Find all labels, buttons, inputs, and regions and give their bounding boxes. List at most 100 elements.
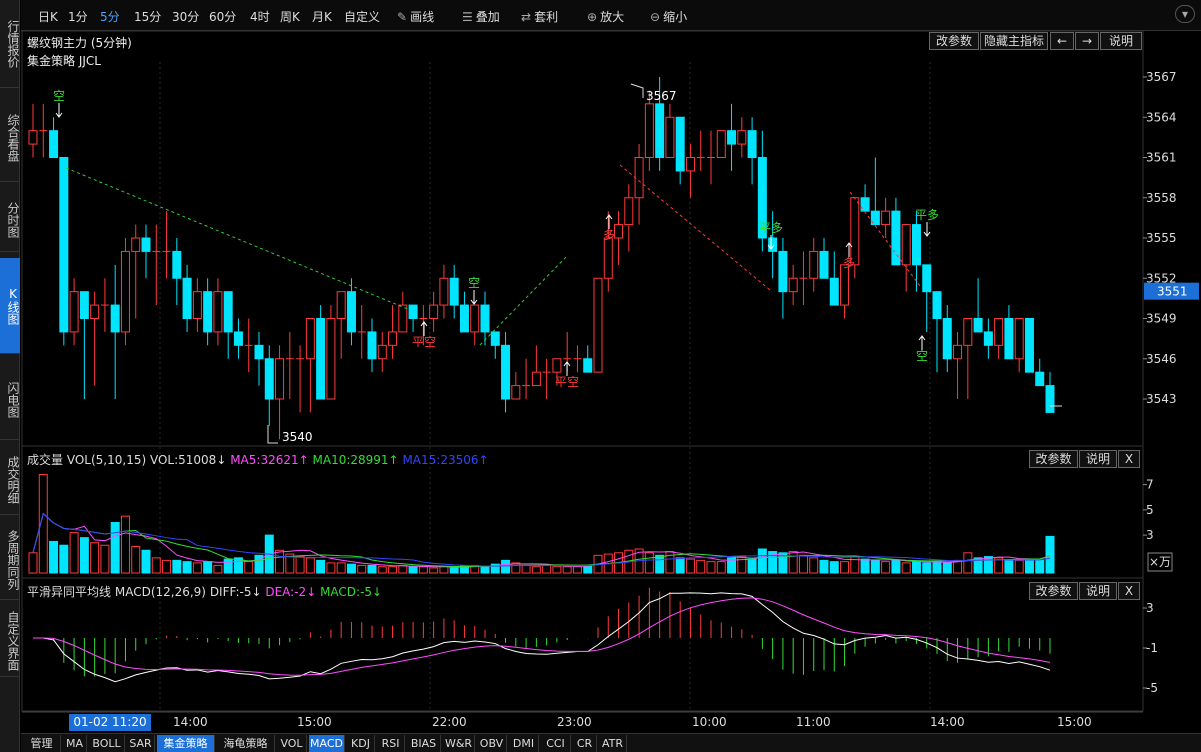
volume-bar <box>480 566 490 574</box>
unit-box <box>1147 552 1173 572</box>
vol-tick-label: 3 <box>1146 528 1154 542</box>
tab-15[interactable]: CR <box>573 735 597 752</box>
volume-bar <box>90 542 100 574</box>
macd-tick-label: -5 <box>1146 681 1158 695</box>
panel-button-3[interactable]: → <box>1075 32 1099 50</box>
tab-6[interactable]: VOL <box>277 735 307 752</box>
panel-button-1[interactable]: 隐藏主指标 <box>980 32 1048 50</box>
tab-14[interactable]: CCI <box>541 735 571 752</box>
candle-body <box>182 277 192 319</box>
y-tick-label: 3564 <box>1146 110 1177 124</box>
tab-12[interactable]: OBV <box>477 735 507 752</box>
volume-bar <box>131 545 141 574</box>
toolbar-icon-12: ⇄ <box>521 10 532 24</box>
panel-button-1[interactable]: 说明 <box>1079 450 1117 468</box>
volume-bar <box>788 551 798 574</box>
candle-body <box>388 331 398 346</box>
signal-label: 多 <box>603 228 615 242</box>
sidebar-item-1[interactable]: 综合看盘 <box>0 94 20 182</box>
toolbar-label: 放大 <box>600 10 625 24</box>
candle-body <box>511 385 521 400</box>
tab-7[interactable]: MACD <box>309 735 345 752</box>
volume-bar <box>901 562 911 574</box>
candle-body <box>891 210 901 266</box>
toolbar-item-13[interactable]: ⊕ 放大 <box>587 8 624 25</box>
toolbar-label: 叠加 <box>475 10 500 24</box>
tab-11[interactable]: W&R <box>443 735 475 752</box>
candle-body <box>223 291 233 333</box>
toolbar-item-0[interactable]: 日K <box>38 8 58 25</box>
sidebar-item-4[interactable]: 闪电图 <box>0 360 20 440</box>
toolbar-item-2[interactable]: 5分 <box>100 8 120 25</box>
tab-13[interactable]: DMI <box>509 735 539 752</box>
panel-button-4[interactable]: 说明 <box>1100 32 1142 50</box>
tab-9[interactable]: RSI <box>377 735 405 752</box>
toolbar-item-3[interactable]: 15分 <box>134 8 161 25</box>
sidebar-item-0[interactable]: 行情报价 <box>0 0 20 88</box>
candle-body <box>747 130 757 159</box>
tab-16[interactable]: ATR <box>599 735 627 752</box>
tab-0[interactable]: 管理 <box>23 735 61 752</box>
toolbar-item-7[interactable]: 周K <box>280 8 300 25</box>
cursor-date: 01-02 11:20 <box>69 714 151 731</box>
candle-body <box>942 318 952 360</box>
candle-body <box>583 358 593 373</box>
toolbar-item-6[interactable]: 4时 <box>250 8 270 25</box>
panel-button-0[interactable]: 改参数 <box>929 32 979 50</box>
sidebar-item-7[interactable]: 自定义界面 <box>0 605 20 677</box>
macd-indicator-name: 平滑异同平均线 MACD(12,26,9) DIFF:-5↓ DEA:-2↓ M… <box>27 583 382 600</box>
candle-body <box>110 304 120 333</box>
toolbar-item-12[interactable]: ⇄ 套利 <box>521 8 558 25</box>
panel-button-2[interactable]: X <box>1118 582 1140 600</box>
volume-bar <box>1004 559 1014 574</box>
candle-body <box>788 277 798 293</box>
toolbar-item-9[interactable]: 自定义 <box>344 8 380 25</box>
panel-button-1[interactable]: 说明 <box>1079 582 1117 600</box>
tab-10[interactable]: BIAS <box>407 735 441 752</box>
candle-body <box>326 318 336 400</box>
toolbar-item-11[interactable]: ☰ 叠加 <box>462 8 500 25</box>
candle-body <box>685 157 695 172</box>
volume-bar <box>490 563 500 574</box>
toolbar-item-5[interactable]: 60分 <box>209 8 236 25</box>
toolbar-item-1[interactable]: 1分 <box>68 8 88 25</box>
candle-body <box>120 250 130 333</box>
panel-button-0[interactable]: 改参数 <box>1029 582 1078 600</box>
volume-bar <box>254 554 264 574</box>
panel-button-2[interactable]: X <box>1118 450 1140 468</box>
volume-bar <box>727 557 737 574</box>
macd-dea: DEA:-2↓ <box>265 585 317 599</box>
toolbar-item-10[interactable]: ✎ 画线 <box>397 8 434 25</box>
volume-bar <box>973 557 983 574</box>
sidebar-item-6[interactable]: 多周期同列 <box>0 520 20 600</box>
toolbar-item-8[interactable]: 月K <box>312 8 332 25</box>
sidebar-item-3[interactable]: K线图 <box>0 258 20 354</box>
volume-bar <box>757 548 767 574</box>
time-label: 14:00 <box>173 715 208 729</box>
y-tick-label: 3546 <box>1146 352 1177 366</box>
tab-4[interactable]: 集金策略 <box>157 735 215 752</box>
panel-button-0[interactable]: 改参数 <box>1029 450 1078 468</box>
toolbar-label: 30分 <box>172 10 200 24</box>
panel-button-2[interactable]: ← <box>1050 32 1074 50</box>
sidebar-item-5[interactable]: 成交明细 <box>0 445 20 515</box>
candle-body <box>716 130 726 159</box>
toolbar-item-4[interactable]: 30分 <box>172 8 199 25</box>
tab-2[interactable]: BOLL <box>89 735 125 752</box>
sidebar-item-2[interactable]: 分时图 <box>0 188 20 252</box>
signal-arrow-head <box>55 112 63 118</box>
tab-8[interactable]: KDJ <box>347 735 375 752</box>
volume-bar <box>233 557 243 574</box>
candle-body <box>603 237 613 279</box>
toolbar-item-14[interactable]: ⊖ 缩小 <box>650 8 687 25</box>
volume-bar <box>644 552 654 574</box>
tab-3[interactable]: SAR <box>127 735 155 752</box>
signal-label: 空 <box>468 276 480 290</box>
tab-1[interactable]: MA <box>63 735 87 752</box>
window-menu-button[interactable]: ▾ <box>1175 5 1195 23</box>
volume-bar <box>829 561 839 574</box>
time-label: 15:00 <box>297 715 332 729</box>
candle-body <box>172 250 182 279</box>
tab-5[interactable]: 海龟策略 <box>217 735 275 752</box>
macd-dea-line <box>33 597 1051 676</box>
